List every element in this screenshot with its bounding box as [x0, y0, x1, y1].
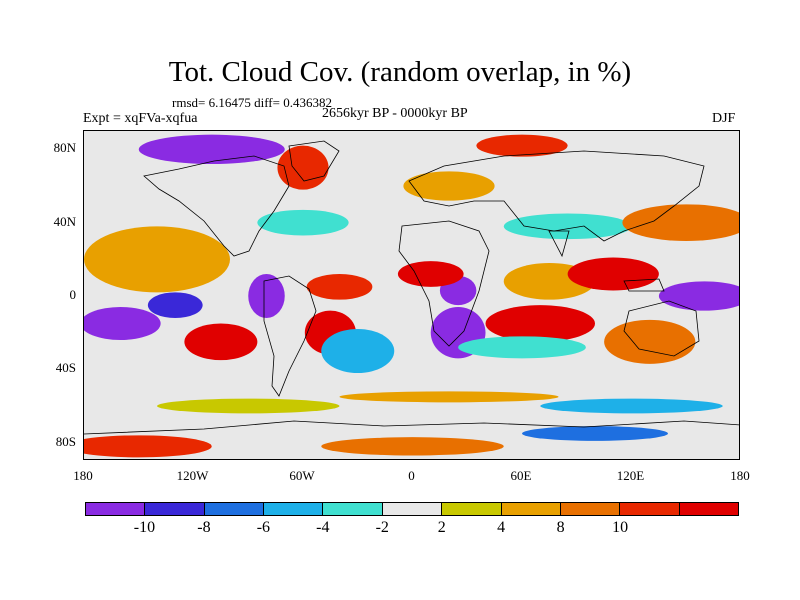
stats-text: rmsd= 6.16475 diff= 0.436382	[172, 95, 332, 110]
cloud-anomaly-region	[540, 398, 723, 414]
cloud-anomaly-region	[339, 391, 559, 403]
colorbar-label: -4	[316, 519, 330, 536]
cloud-anomaly-region	[184, 323, 258, 361]
cloud-anomaly-region	[403, 171, 495, 201]
colorbar-label: 4	[497, 519, 506, 536]
x-tick-label: 60W	[289, 468, 315, 483]
colorbar-label: -2	[375, 519, 389, 536]
x-tick-label: 60E	[510, 468, 532, 483]
y-tick-label: 80S	[55, 433, 76, 449]
cloud-anomaly-region	[248, 274, 285, 318]
x-tick-label: 180	[73, 468, 93, 483]
cloud-anomaly-region	[658, 281, 739, 311]
plot-title: Tot. Cloud Cov. (random overlap, in %)	[168, 56, 632, 88]
colorbar-label: 2	[437, 519, 446, 536]
colorbar-label: 10	[612, 519, 629, 536]
colorbar-label: -10	[133, 519, 156, 536]
cloud-anomaly-region	[503, 213, 632, 240]
season-label: DJF	[712, 111, 736, 126]
colorbar-swatch	[679, 503, 738, 515]
colorbar-swatch	[323, 503, 383, 515]
cloud-anomaly-region	[397, 261, 464, 287]
colorbar-swatch	[264, 503, 324, 515]
cloud-anomaly-region	[321, 329, 395, 373]
colorbar-swatch	[620, 503, 680, 515]
cloud-anomaly-region	[458, 336, 586, 359]
map-svg	[84, 131, 739, 459]
cloud-anomaly-region	[476, 134, 568, 157]
cloud-anomaly-region	[157, 398, 340, 414]
colorbar-swatch	[442, 503, 502, 515]
cloud-anomaly-region	[522, 426, 668, 441]
y-tick-label: 0	[69, 287, 77, 302]
colorbar	[85, 502, 739, 516]
colorbar-swatch	[560, 503, 621, 515]
x-tick-label: 120W	[176, 468, 209, 483]
cloud-anomaly-region	[604, 319, 696, 364]
cloud-anomaly-region	[622, 204, 739, 241]
colorbar-label: -8	[197, 519, 211, 536]
cloud-anomaly-region	[138, 134, 285, 164]
cloud-anomaly-region	[84, 435, 212, 458]
period-label: 2656kyr BP - 0000kyr BP	[322, 106, 468, 121]
y-tick-label: 80N	[53, 140, 76, 156]
cloud-anomaly-region	[485, 305, 595, 342]
x-tick-label: 0	[408, 468, 415, 483]
cloud-anomaly-region	[306, 274, 373, 300]
y-tick-label: 40S	[55, 360, 76, 376]
colorbar-label: 8	[556, 519, 565, 536]
x-tick-label: 120E	[616, 468, 645, 483]
cloud-anomaly-region	[277, 145, 329, 190]
cloud-anomaly-region	[84, 226, 230, 293]
x-tick-label: 180	[730, 468, 750, 483]
colorbar-swatch	[145, 503, 205, 515]
colorbar-label: -6	[256, 519, 271, 536]
y-tick-label: 40N	[53, 213, 76, 229]
cloud-anomaly-region	[321, 437, 504, 456]
colorbar-swatch	[382, 503, 443, 515]
colorbar-swatch	[501, 503, 561, 515]
map-plot	[83, 130, 740, 460]
experiment-label: Expt = xqFVa-xqfua	[83, 111, 198, 126]
colorbar-swatch	[86, 503, 146, 515]
coastlines	[84, 140, 739, 435]
cloud-anomaly-region	[84, 307, 161, 340]
cloud-anomaly-region	[567, 257, 659, 291]
colorbar-swatch	[204, 503, 265, 515]
cloud-anomaly-region	[257, 209, 349, 236]
cloud-anomaly-region	[147, 292, 203, 318]
